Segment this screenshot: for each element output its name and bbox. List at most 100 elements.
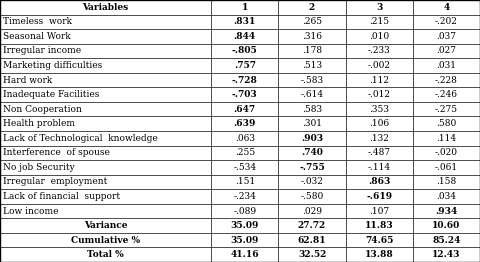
Text: Marketing difficulties: Marketing difficulties [3,61,103,70]
Bar [278,131,346,146]
Text: .178: .178 [302,46,322,56]
Bar [278,175,346,189]
Bar [346,146,413,160]
Text: -.020: -.020 [435,148,458,157]
Text: .106: .106 [369,119,389,128]
Bar [346,131,413,146]
Bar [278,189,346,204]
Bar [413,29,480,44]
Bar [0,102,211,116]
Text: Variance: Variance [84,221,127,230]
Text: 1: 1 [241,3,248,12]
Text: 11.83: 11.83 [365,221,394,230]
Text: Timeless  work: Timeless work [3,17,72,26]
Text: .027: .027 [436,46,456,56]
Text: -.089: -.089 [233,206,256,216]
Text: Interference  of spouse: Interference of spouse [3,148,110,157]
Bar [0,131,211,146]
Bar [278,247,346,262]
Text: .063: .063 [235,134,255,143]
Bar [413,247,480,262]
Text: -.728: -.728 [232,75,258,85]
Text: .844: .844 [234,32,256,41]
Bar [0,204,211,218]
Text: .863: .863 [368,177,390,187]
Bar [211,247,278,262]
Bar [413,189,480,204]
Text: .112: .112 [369,75,389,85]
Bar [346,218,413,233]
Bar [211,29,278,44]
Text: .740: .740 [301,148,323,157]
Text: .255: .255 [235,148,255,157]
Text: .151: .151 [235,177,255,187]
Bar [278,233,346,247]
Text: -.580: -.580 [300,192,324,201]
Bar [346,73,413,87]
Bar [346,0,413,15]
Bar [0,44,211,58]
Bar [211,175,278,189]
Text: Lack of Technological  knowledge: Lack of Technological knowledge [3,134,158,143]
Bar [413,175,480,189]
Text: -.487: -.487 [368,148,391,157]
Text: .107: .107 [369,206,389,216]
Bar [413,233,480,247]
Bar [278,0,346,15]
Text: .158: .158 [436,177,456,187]
Bar [413,116,480,131]
Text: -.246: -.246 [435,90,458,99]
Bar [346,15,413,29]
Bar [413,58,480,73]
Bar [346,102,413,116]
Bar [278,160,346,175]
Bar [0,233,211,247]
Bar [413,102,480,116]
Bar [278,15,346,29]
Text: .639: .639 [234,119,256,128]
Text: -.275: -.275 [435,105,458,114]
Text: 35.09: 35.09 [230,236,259,245]
Bar [278,116,346,131]
Bar [278,44,346,58]
Text: Seasonal Work: Seasonal Work [3,32,71,41]
Bar [211,218,278,233]
Bar [211,131,278,146]
Text: Variables: Variables [83,3,129,12]
Text: 12.43: 12.43 [432,250,461,259]
Bar [413,146,480,160]
Text: Lack of financial  support: Lack of financial support [3,192,120,201]
Bar [346,87,413,102]
Bar [413,160,480,175]
Bar [211,116,278,131]
Bar [278,102,346,116]
Bar [346,116,413,131]
Bar [413,87,480,102]
Bar [278,218,346,233]
Text: 4: 4 [443,3,450,12]
Text: 32.52: 32.52 [298,250,326,259]
Text: -.234: -.234 [233,192,256,201]
Text: Health problem: Health problem [3,119,75,128]
Bar [0,218,211,233]
Bar [211,102,278,116]
Text: 3: 3 [376,3,383,12]
Bar [346,58,413,73]
Bar [413,73,480,87]
Bar [346,29,413,44]
Text: Cumulative %: Cumulative % [71,236,140,245]
Text: .029: .029 [302,206,322,216]
Bar [278,87,346,102]
Bar [278,29,346,44]
Text: Low income: Low income [3,206,59,216]
Text: 13.88: 13.88 [365,250,394,259]
Bar [211,58,278,73]
Bar [346,189,413,204]
Text: -.002: -.002 [368,61,391,70]
Text: 27.72: 27.72 [298,221,326,230]
Bar [413,44,480,58]
Text: .034: .034 [436,192,456,201]
Bar [0,160,211,175]
Text: 85.24: 85.24 [432,236,461,245]
Text: -.755: -.755 [299,163,325,172]
